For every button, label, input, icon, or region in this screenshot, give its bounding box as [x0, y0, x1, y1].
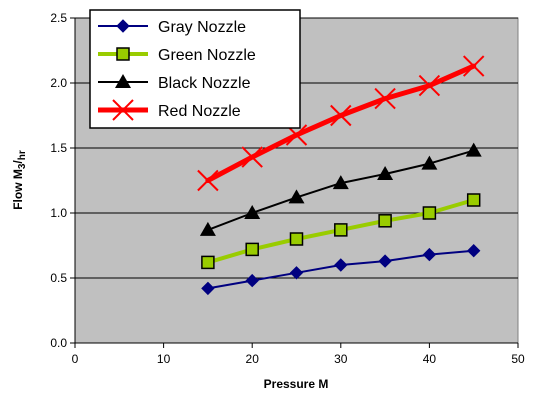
data-point-gray-nozzle [289, 266, 304, 280]
data-point-green-nozzle [422, 206, 437, 220]
legend-item-green-nozzle: Green Nozzle [98, 47, 256, 64]
legend: Gray Nozzle Green Nozzle Black Nozzle Red N… [89, 9, 301, 129]
y-tick-label: 0.5 [50, 271, 67, 285]
y-axis-title-sep: / [11, 160, 25, 164]
data-point-black-nozzle [332, 175, 349, 190]
legend-item-red-nozzle: Red Nozzle [98, 99, 241, 121]
axes [70, 17, 519, 348]
data-point-green-nozzle [289, 232, 304, 246]
data-point-black-nozzle [421, 155, 438, 170]
data-point-green-nozzle [201, 255, 215, 270]
legend-label-gray-nozzle: Gray Nozzle [158, 19, 246, 36]
y-tick-label: 2.5 [50, 11, 67, 25]
series-gray-nozzle [201, 243, 481, 296]
legend-item-black-nozzle: Black Nozzle [98, 74, 251, 92]
data-point-black-nozzle [288, 189, 305, 204]
data-point-green-nozzle [378, 214, 392, 228]
data-point-gray-nozzle [245, 273, 259, 288]
legend-item-gray-nozzle: Gray Nozzle [98, 19, 246, 36]
y-axis-title-sub1: 3 [17, 163, 28, 169]
y-axis-title: Flow M3/hr [11, 150, 28, 210]
data-point-black-nozzle [377, 166, 394, 180]
data-point-gray-nozzle [378, 254, 392, 268]
y-tick-label: 1.5 [50, 141, 67, 155]
series-green-nozzle [201, 193, 481, 270]
x-tick-label: 30 [334, 352, 348, 366]
y-axis-title-main: Flow M [11, 169, 25, 210]
legend-marker-red-nozzle [112, 99, 134, 121]
data-point-red-nozzle [241, 146, 263, 168]
x-tick-label: 0 [72, 352, 79, 366]
x-axis-title: Pressure M [264, 377, 329, 391]
data-point-green-nozzle [466, 193, 481, 207]
data-point-black-nozzle [465, 142, 482, 157]
series-black-nozzle [199, 142, 482, 236]
legend-label-red-nozzle: Red Nozzle [158, 103, 241, 120]
legend-label-black-nozzle: Black Nozzle [158, 75, 251, 92]
legend-marker-green-nozzle [116, 47, 130, 61]
data-point-red-nozzle [418, 74, 441, 97]
tick-labels: 0.0 0.5 1.0 1.5 2.0 2.5 0 10 20 30 40 50 [50, 11, 525, 366]
x-tick-label: 40 [423, 352, 437, 366]
data-point-red-nozzle [462, 55, 485, 77]
data-point-red-nozzle [330, 104, 352, 127]
y-tick-label: 1.0 [50, 206, 67, 220]
series-red-nozzle [197, 55, 485, 192]
data-point-green-nozzle [334, 223, 348, 237]
data-point-gray-nozzle [422, 247, 437, 262]
legend-marker-gray-nozzle [116, 19, 130, 33]
svg-text:Flow M3/hr: Flow M3/hr [11, 150, 28, 210]
legend-marker-black-nozzle [115, 74, 131, 88]
data-point-black-nozzle [199, 221, 216, 236]
x-tick-label: 20 [246, 352, 260, 366]
data-point-gray-nozzle [201, 281, 215, 296]
data-point-gray-nozzle [334, 258, 348, 272]
data-point-red-nozzle [374, 87, 396, 110]
data-point-red-nozzle [197, 169, 219, 192]
y-tick-label: 0.0 [50, 336, 67, 350]
data-point-black-nozzle [244, 205, 261, 219]
y-axis-title-sub2: hr [17, 150, 28, 160]
x-tick-label: 50 [511, 352, 525, 366]
data-point-green-nozzle [245, 242, 259, 257]
data-point-gray-nozzle [466, 243, 481, 258]
y-tick-label: 2.0 [50, 76, 67, 90]
x-tick-label: 10 [157, 352, 171, 366]
series-group [197, 55, 485, 296]
legend-label-green-nozzle: Green Nozzle [158, 47, 256, 64]
